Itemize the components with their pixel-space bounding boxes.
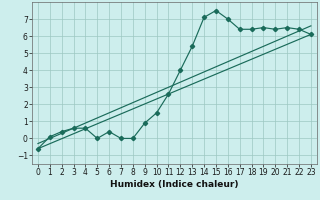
X-axis label: Humidex (Indice chaleur): Humidex (Indice chaleur) — [110, 180, 239, 189]
